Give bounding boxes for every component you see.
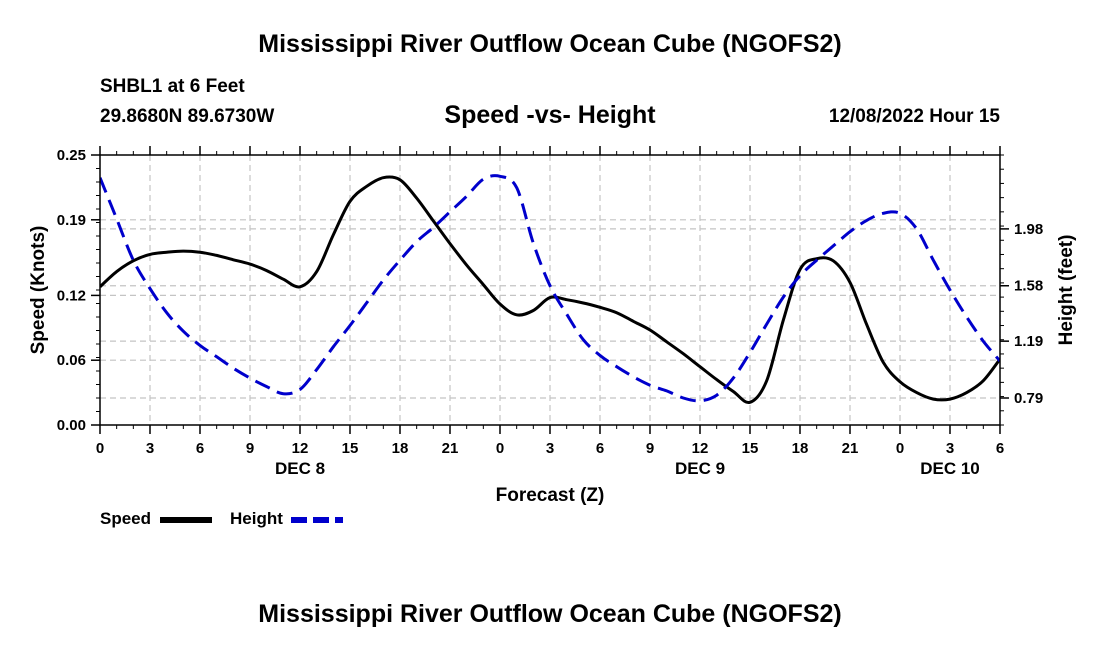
y-left-tick-label: 0.19	[57, 212, 86, 229]
x-tick-label: 21	[442, 440, 459, 457]
y-left-tick-label: 0.25	[57, 147, 86, 164]
x-tick-label: 9	[246, 440, 254, 457]
x-tick-label: 0	[896, 440, 904, 457]
station-label: SHBL1 at 6 Feet	[100, 76, 245, 97]
x-tick-label: 18	[392, 440, 409, 457]
footer-title: Mississippi River Outflow Ocean Cube (NG…	[258, 600, 842, 628]
chart-subtitle: Speed -vs- Height	[444, 101, 656, 129]
x-tick-label: 0	[96, 440, 104, 457]
y-left-tick-label: 0.12	[57, 287, 86, 304]
y-right-tick-label: 1.58	[1014, 278, 1043, 295]
x-tick-label: 18	[792, 440, 809, 457]
series-line-height	[100, 174, 1000, 403]
y-left-tick-label: 0.06	[57, 352, 86, 369]
day-label: DEC 9	[675, 459, 725, 478]
y-right-tick-label: 0.79	[1014, 390, 1043, 407]
x-tick-label: 3	[546, 440, 554, 457]
x-tick-label: 15	[342, 440, 359, 457]
day-label: DEC 8	[275, 459, 325, 478]
x-tick-label: 6	[596, 440, 604, 457]
x-tick-label: 6	[996, 440, 1004, 457]
x-tick-label: 3	[946, 440, 954, 457]
series-layer	[100, 174, 1000, 405]
series-line-speed	[100, 175, 1000, 405]
x-tick-label: 12	[292, 440, 309, 457]
legend-label-height: Height	[230, 509, 283, 528]
axes: 0.00 0.06 0.12 0.19 0.25 0.79 1.19 1.58 1.98 0 3 6 9…	[28, 146, 1077, 506]
x-tick-label: 6	[196, 440, 204, 457]
x-tick-label: 0	[496, 440, 504, 457]
legend-label-speed: Speed	[100, 509, 152, 528]
grid	[100, 155, 1000, 425]
y-right-axis-title: Height (feet)	[1056, 235, 1077, 346]
day-label: DEC 10	[920, 459, 980, 478]
x-tick-label: 3	[146, 440, 154, 457]
y-left-tick-label: 0.00	[57, 417, 86, 434]
x-tick-label: 12	[692, 440, 709, 457]
x-tick-label: 21	[842, 440, 859, 457]
x-tick-label: 9	[646, 440, 654, 457]
chart-title: Mississippi River Outflow Ocean Cube (NG…	[258, 30, 842, 58]
x-tick-label: 15	[742, 440, 759, 457]
forecast-datetime: 12/08/2022 Hour 15	[828, 106, 1000, 127]
y-left-axis-title: Speed (Knots)	[28, 226, 49, 355]
station-coordinates: 29.8680N 89.6730W	[100, 106, 275, 127]
y-right-tick-label: 1.98	[1014, 221, 1043, 238]
y-right-tick-label: 1.19	[1014, 333, 1043, 350]
x-axis-title: Forecast (Z)	[496, 485, 605, 506]
